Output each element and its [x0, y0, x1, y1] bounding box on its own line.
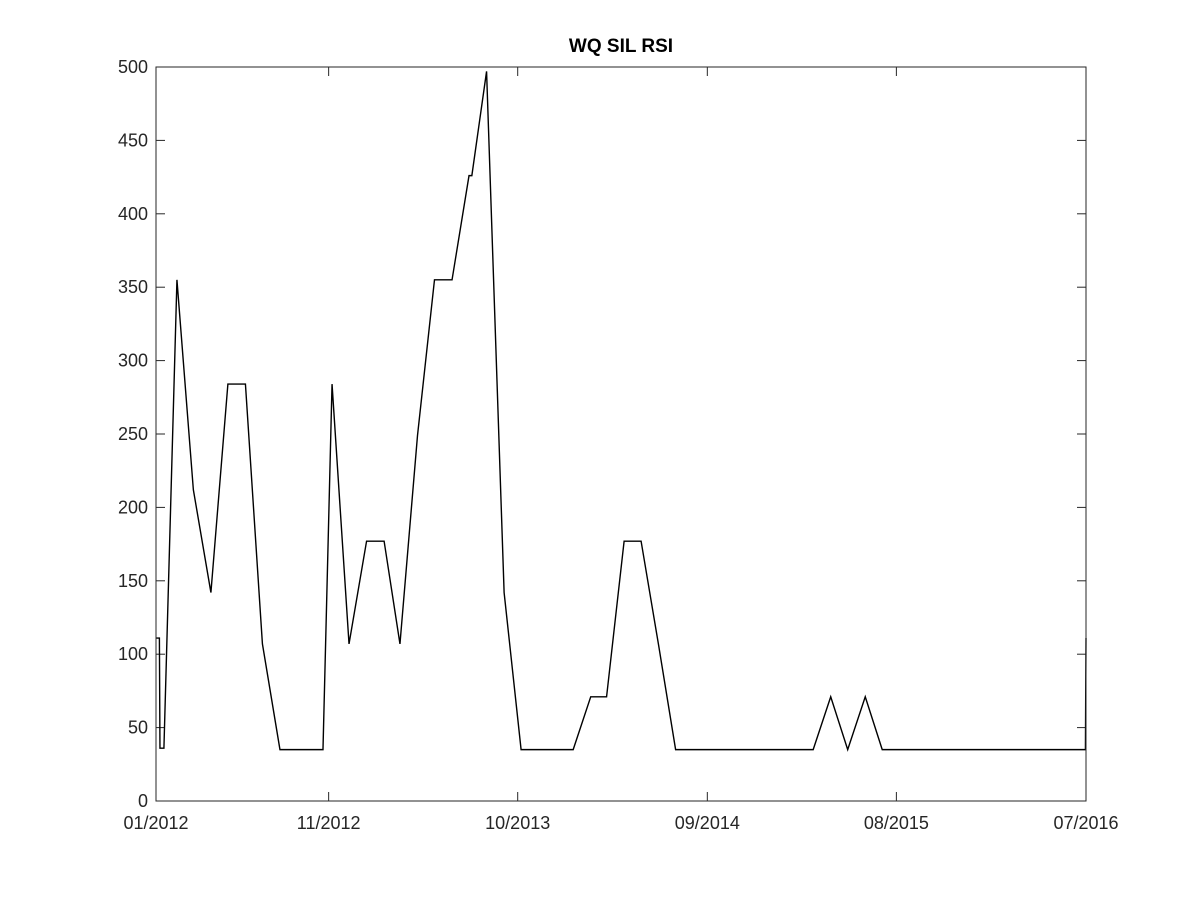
y-tick-label: 500: [118, 57, 148, 77]
series-line: [156, 71, 1087, 752]
x-tick-label: 11/2012: [297, 813, 361, 833]
y-tick-label: 150: [118, 571, 148, 591]
x-tick-labels: 01/2012 11/2012 10/2013 09/2014 08/2015 07/20…: [123, 813, 1118, 833]
y-tick-label: 200: [118, 497, 148, 517]
y-tick-labels: 0 50 100 150 200 250 300 350 400 450 500: [118, 57, 148, 811]
x-tick-label: 01/2012: [123, 813, 188, 833]
y-tick-label: 450: [118, 130, 148, 150]
axes-box: [155, 66, 1087, 802]
chart-title: WQ SIL RSI: [569, 36, 673, 57]
y-tick-label: 50: [128, 718, 148, 738]
x-tick-label: 10/2013: [485, 813, 550, 833]
y-tick-label: 350: [118, 277, 148, 297]
x-tick-label: 07/2016: [1053, 813, 1118, 833]
y-tick-label: 250: [118, 424, 148, 444]
y-tick-label: 100: [118, 644, 148, 664]
plot-area: [156, 67, 1086, 801]
x-tick-label: 09/2014: [675, 813, 740, 833]
y-tick-label: 300: [118, 351, 148, 371]
x-tick-label: 08/2015: [864, 813, 929, 833]
data-layer: [156, 71, 1087, 752]
y-tick-label: 400: [118, 204, 148, 224]
y-tick-label: 0: [138, 791, 148, 811]
